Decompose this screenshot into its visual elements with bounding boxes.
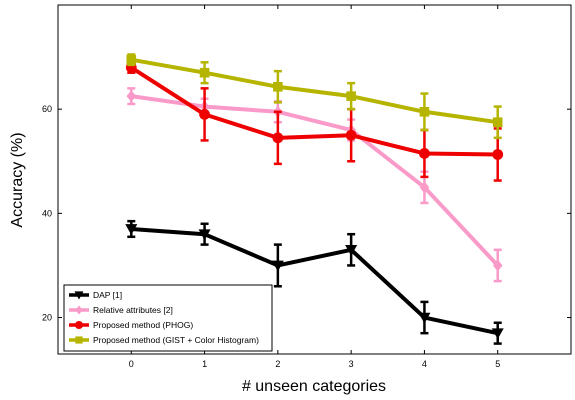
- data-point: [126, 54, 137, 65]
- y-tick-label: 20: [42, 313, 52, 323]
- data-point: [419, 106, 430, 117]
- data-point: [345, 129, 357, 141]
- legend-item: Proposed method (GIST + Color Histogram): [69, 335, 259, 345]
- x-tick-label: 5: [495, 359, 500, 369]
- legend-marker: [74, 320, 84, 330]
- data-point: [199, 108, 210, 120]
- data-point: [419, 181, 430, 194]
- y-axis-title: Accuracy (%): [9, 132, 26, 227]
- data-point: [346, 91, 356, 101]
- x-tick-label: 4: [422, 359, 427, 369]
- legend-item: DAP [1]: [69, 290, 122, 300]
- legend-label: Proposed method (PHOG): [93, 320, 193, 330]
- data-point: [418, 312, 431, 324]
- x-tick-label: 2: [275, 359, 280, 369]
- x-tick-label: 3: [349, 359, 354, 369]
- series-line: [131, 226, 499, 336]
- data-point: [273, 81, 283, 92]
- series-line: [130, 57, 498, 125]
- legend-label: Relative attributes [2]: [93, 305, 173, 315]
- data-point: [492, 117, 503, 128]
- data-point: [345, 245, 358, 256]
- data-point: [492, 149, 504, 160]
- data-point: [126, 90, 137, 103]
- data-point: [492, 259, 503, 272]
- legend-label: DAP [1]: [93, 290, 122, 300]
- data-point: [199, 67, 210, 78]
- series-2: [125, 61, 504, 182]
- legend-marker: [75, 336, 83, 344]
- legend-marker: [75, 305, 83, 315]
- legend-item: Proposed method (PHOG): [69, 320, 193, 330]
- legend: DAP [1] Relative attributes [2] Proposed m…: [63, 284, 273, 352]
- data-point: [198, 229, 211, 241]
- legend-box: [63, 284, 273, 352]
- series-0: [125, 219, 504, 345]
- x-tick-label: 1: [202, 359, 207, 369]
- legend-marker: [74, 291, 84, 300]
- x-axis-title: # unseen categories: [242, 378, 386, 395]
- y-tick-label: 60: [42, 104, 52, 114]
- data-point: [491, 328, 504, 340]
- data-point: [419, 148, 430, 159]
- y-tick-label: 40: [42, 208, 52, 218]
- series-layer: [125, 53, 504, 345]
- series-line: [130, 65, 498, 157]
- x-tick-label: 0: [129, 359, 134, 369]
- data-point: [125, 224, 138, 235]
- legend-item: Relative attributes [2]: [69, 305, 173, 315]
- legend-label: Proposed method (GIST + Color Histogram): [93, 335, 259, 345]
- data-point: [271, 260, 284, 272]
- series-3: [126, 53, 503, 140]
- data-point: [272, 132, 284, 144]
